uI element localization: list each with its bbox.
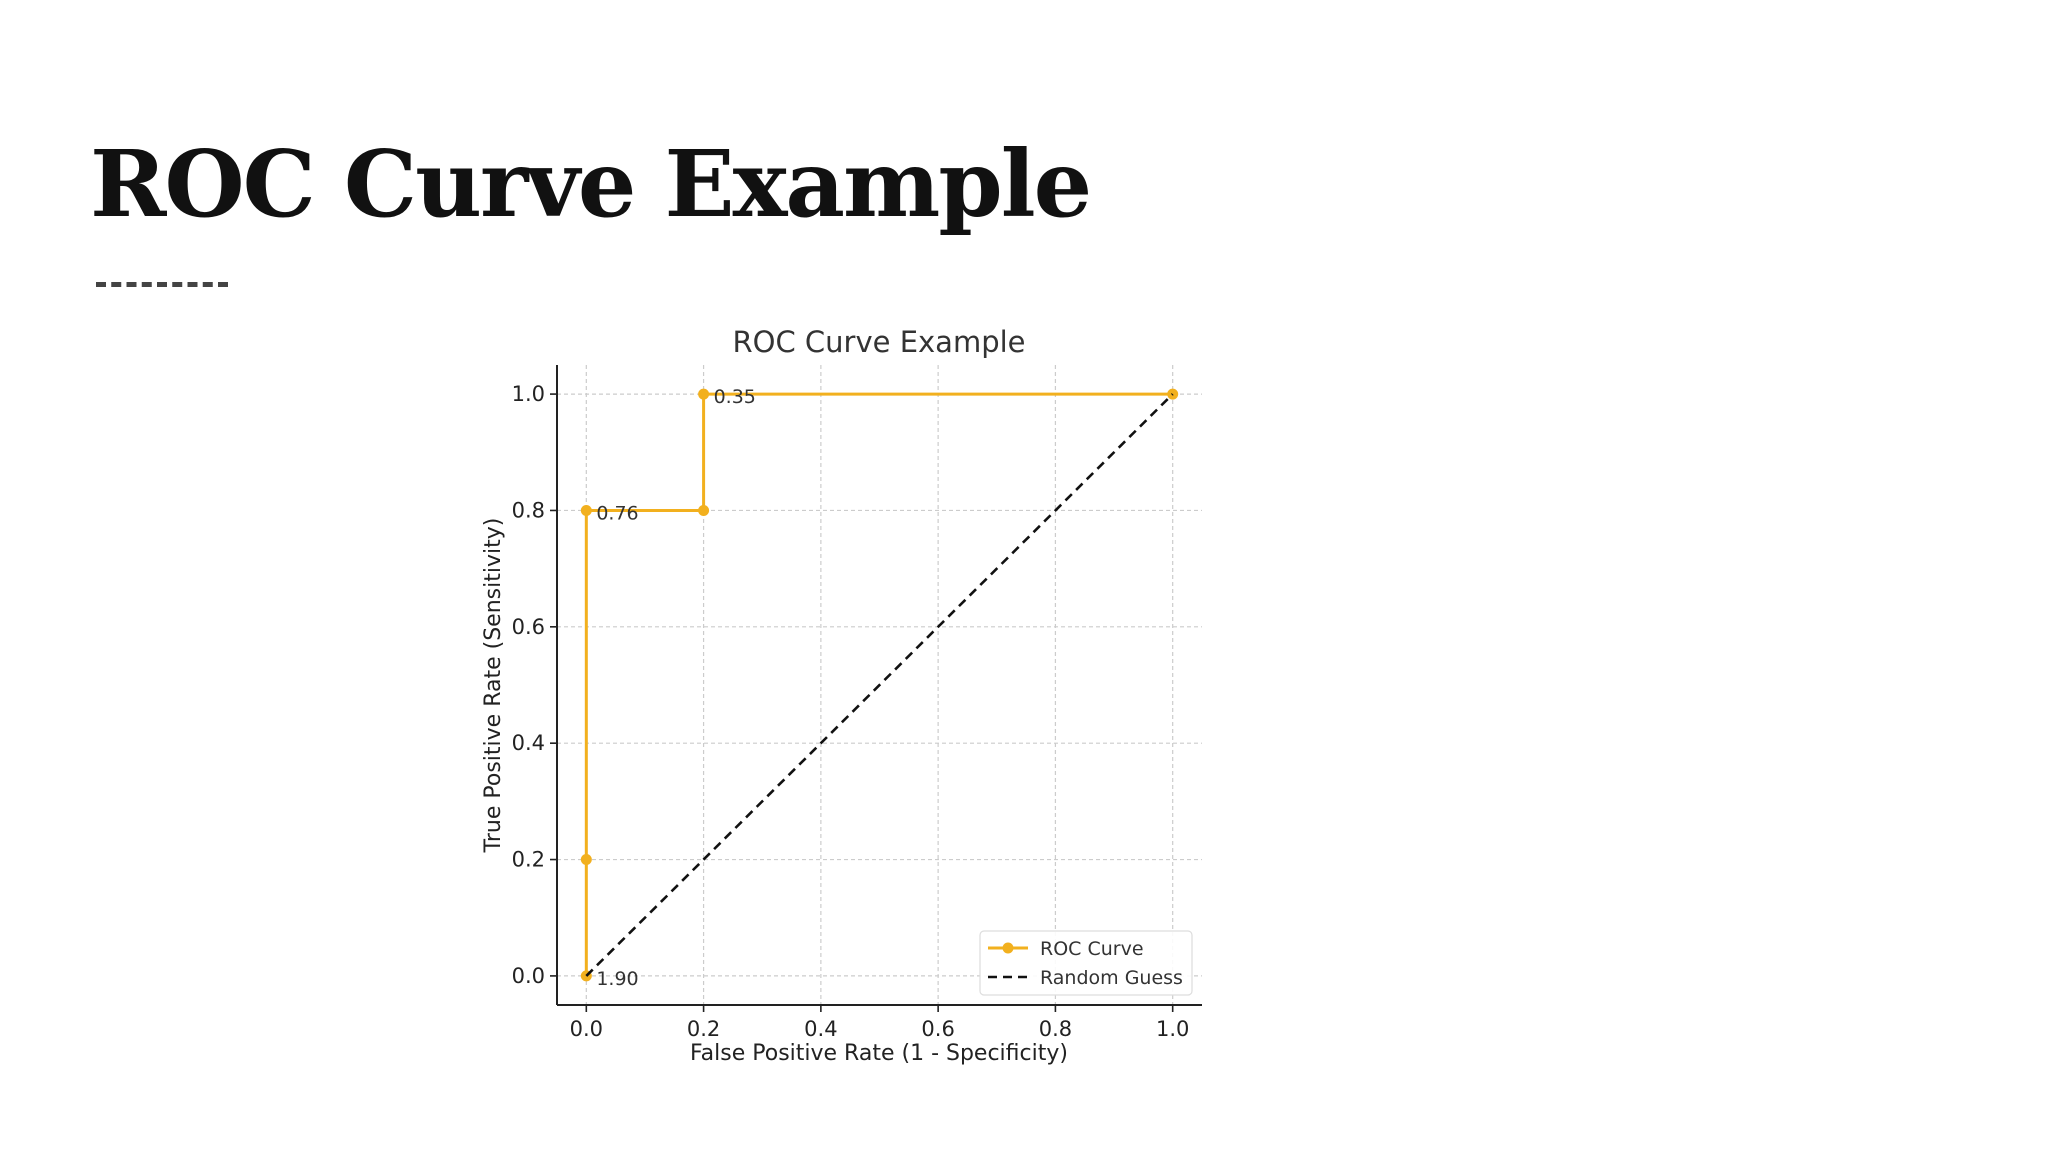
threshold-label: 0.76: [596, 502, 638, 524]
x-tick-label: 0.4: [804, 1017, 837, 1041]
legend-marker: [1002, 942, 1014, 954]
x-tick-label: 0.8: [1039, 1017, 1072, 1041]
threshold-label: 0.35: [714, 386, 756, 408]
threshold-label: 1.90: [596, 968, 638, 990]
legend-label: Random Guess: [1040, 967, 1183, 989]
roc-point: [698, 504, 710, 516]
x-tick-label: 0.2: [687, 1017, 720, 1041]
x-tick-label: 0.0: [570, 1017, 603, 1041]
slide-title: ROC Curve Example: [90, 130, 1092, 238]
axes: 0.0 0.2 0.4 0.6 0.8 1.0 0.0 0.2 0.4 0.6 0.8 1.0: [512, 365, 1202, 1041]
x-axis-label: False Positive Rate (1 - Specificity): [690, 1041, 1068, 1066]
random-guess-line: [585, 393, 1174, 977]
legend-label: ROC Curve: [1040, 938, 1144, 960]
y-tick-label: 0.2: [512, 848, 545, 872]
y-axis-label: True Positive Rate (Sensitivity): [481, 518, 506, 854]
x-tick-label: 1.0: [1156, 1017, 1189, 1041]
y-tick-label: 0.6: [512, 615, 545, 639]
legend-frame: [979, 930, 1193, 996]
roc-curve-line: [584, 392, 1173, 976]
y-tick-label: 1.0: [512, 382, 545, 406]
y-tick-label: 0.0: [512, 964, 545, 988]
roc-point: [580, 854, 592, 866]
legend: ROC Curve Random Guess: [979, 930, 1193, 996]
chart-title: ROC Curve Example: [732, 325, 1025, 359]
roc-point: [698, 388, 710, 400]
y-tick-label: 0.4: [512, 731, 545, 755]
series: [580, 388, 1179, 982]
y-tick-label: 0.8: [512, 498, 545, 522]
roc-point: [580, 504, 592, 516]
x-tick-label: 0.6: [921, 1017, 954, 1041]
title-accent-divider: [96, 282, 228, 287]
annotations: 1.90 0.76 0.35: [596, 386, 756, 990]
